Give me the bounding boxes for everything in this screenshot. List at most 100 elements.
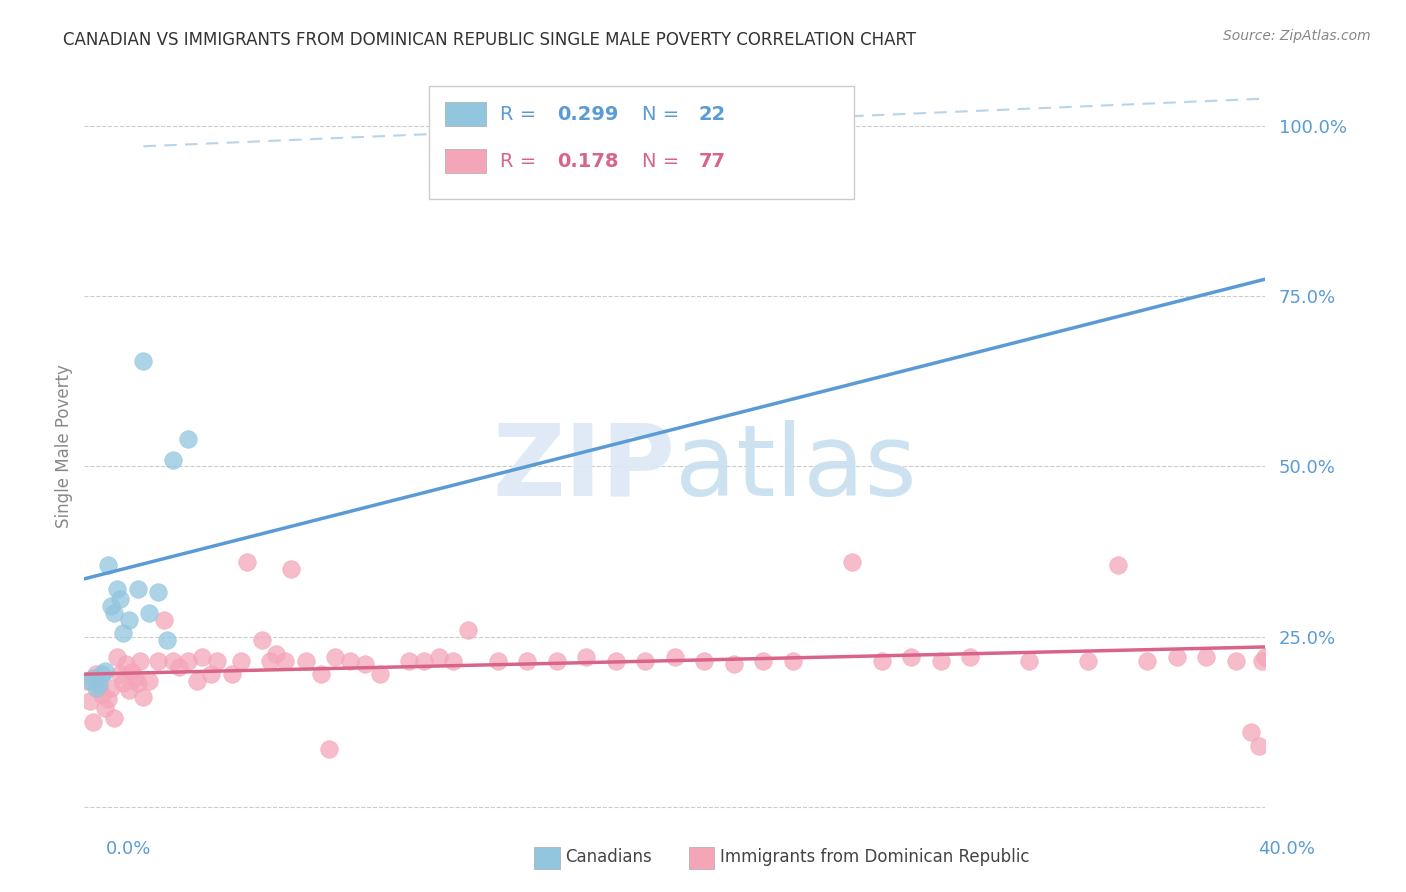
Point [76, 673, 98, 688]
Point [105, 650, 128, 665]
Point [465, 143, 488, 157]
Point [1018, 654, 1040, 668]
Text: 0.178: 0.178 [557, 152, 619, 170]
Point [339, 654, 361, 668]
Point [124, 671, 146, 685]
Point [457, 149, 479, 163]
Point [79, 673, 101, 688]
Point [87, 677, 111, 691]
Bar [444, 102, 486, 126]
Text: N =: N = [641, 152, 685, 170]
Point [100, 599, 122, 613]
Point [148, 654, 170, 668]
Point [105, 582, 128, 596]
Text: ZIP: ZIP [492, 420, 675, 517]
Bar [444, 149, 486, 173]
Point [118, 682, 141, 697]
Point [752, 654, 775, 668]
Point [177, 432, 200, 446]
Point [368, 667, 391, 681]
Y-axis label: Single Male Poverty: Single Male Poverty [55, 364, 73, 528]
Point [221, 667, 243, 681]
Point [575, 650, 598, 665]
Point [1077, 654, 1099, 668]
Point [138, 673, 160, 688]
Text: atlas: atlas [675, 420, 917, 517]
Text: 22: 22 [699, 104, 725, 124]
Point [354, 657, 377, 671]
Text: Immigrants from Dominican Republic: Immigrants from Dominican Republic [720, 848, 1029, 866]
Point [111, 626, 134, 640]
Point [259, 654, 281, 668]
Point [274, 654, 297, 668]
Point [1251, 654, 1274, 668]
Point [87, 681, 111, 695]
Point [138, 606, 160, 620]
Point [121, 665, 143, 680]
Point [870, 654, 893, 668]
Point [94, 701, 117, 715]
Point [236, 555, 259, 569]
Point [108, 592, 131, 607]
Point [84, 667, 107, 681]
Point [200, 667, 222, 681]
Point [129, 654, 152, 668]
Point [156, 633, 179, 648]
Point [177, 654, 200, 668]
Point [634, 654, 657, 668]
Point [207, 654, 229, 668]
Point [929, 654, 952, 668]
Point [108, 667, 131, 681]
Text: R =: R = [501, 104, 543, 124]
Point [82, 714, 104, 729]
Point [959, 650, 981, 665]
Point [457, 623, 479, 637]
Point [153, 613, 176, 627]
Point [132, 690, 155, 704]
Point [546, 654, 568, 668]
Point [94, 664, 117, 678]
Point [148, 585, 170, 599]
Point [841, 555, 863, 569]
Point [186, 673, 208, 688]
Point [97, 558, 120, 573]
Point [1107, 558, 1129, 573]
Point [605, 654, 627, 668]
Point [782, 654, 804, 668]
Text: R =: R = [501, 152, 543, 170]
Point [486, 654, 509, 668]
Point [900, 650, 922, 665]
Point [1166, 650, 1188, 665]
Point [664, 650, 686, 665]
Point [132, 354, 155, 368]
Point [693, 654, 716, 668]
Point [84, 681, 107, 695]
Point [79, 694, 101, 708]
Point [114, 657, 136, 671]
Point [1254, 650, 1277, 665]
Point [309, 667, 332, 681]
Point [91, 688, 114, 702]
Point [1240, 725, 1263, 739]
Text: 40.0%: 40.0% [1258, 840, 1315, 858]
Point [723, 657, 745, 671]
Point [162, 654, 184, 668]
Point [127, 582, 149, 596]
Point [516, 654, 538, 668]
Point [191, 650, 214, 665]
Point [413, 654, 436, 668]
Point [111, 676, 134, 690]
Text: CANADIAN VS IMMIGRANTS FROM DOMINICAN REPUBLIC SINGLE MALE POVERTY CORRELATION C: CANADIAN VS IMMIGRANTS FROM DOMINICAN RE… [63, 31, 917, 49]
Point [318, 742, 340, 756]
Point [398, 654, 420, 668]
Point [118, 613, 141, 627]
Point [295, 654, 318, 668]
Point [100, 681, 122, 695]
Point [1136, 654, 1159, 668]
Text: Source: ZipAtlas.com: Source: ZipAtlas.com [1223, 29, 1371, 43]
FancyBboxPatch shape [429, 87, 855, 199]
Text: N =: N = [641, 104, 685, 124]
Point [127, 676, 149, 690]
Point [1249, 739, 1271, 753]
Point [103, 606, 125, 620]
